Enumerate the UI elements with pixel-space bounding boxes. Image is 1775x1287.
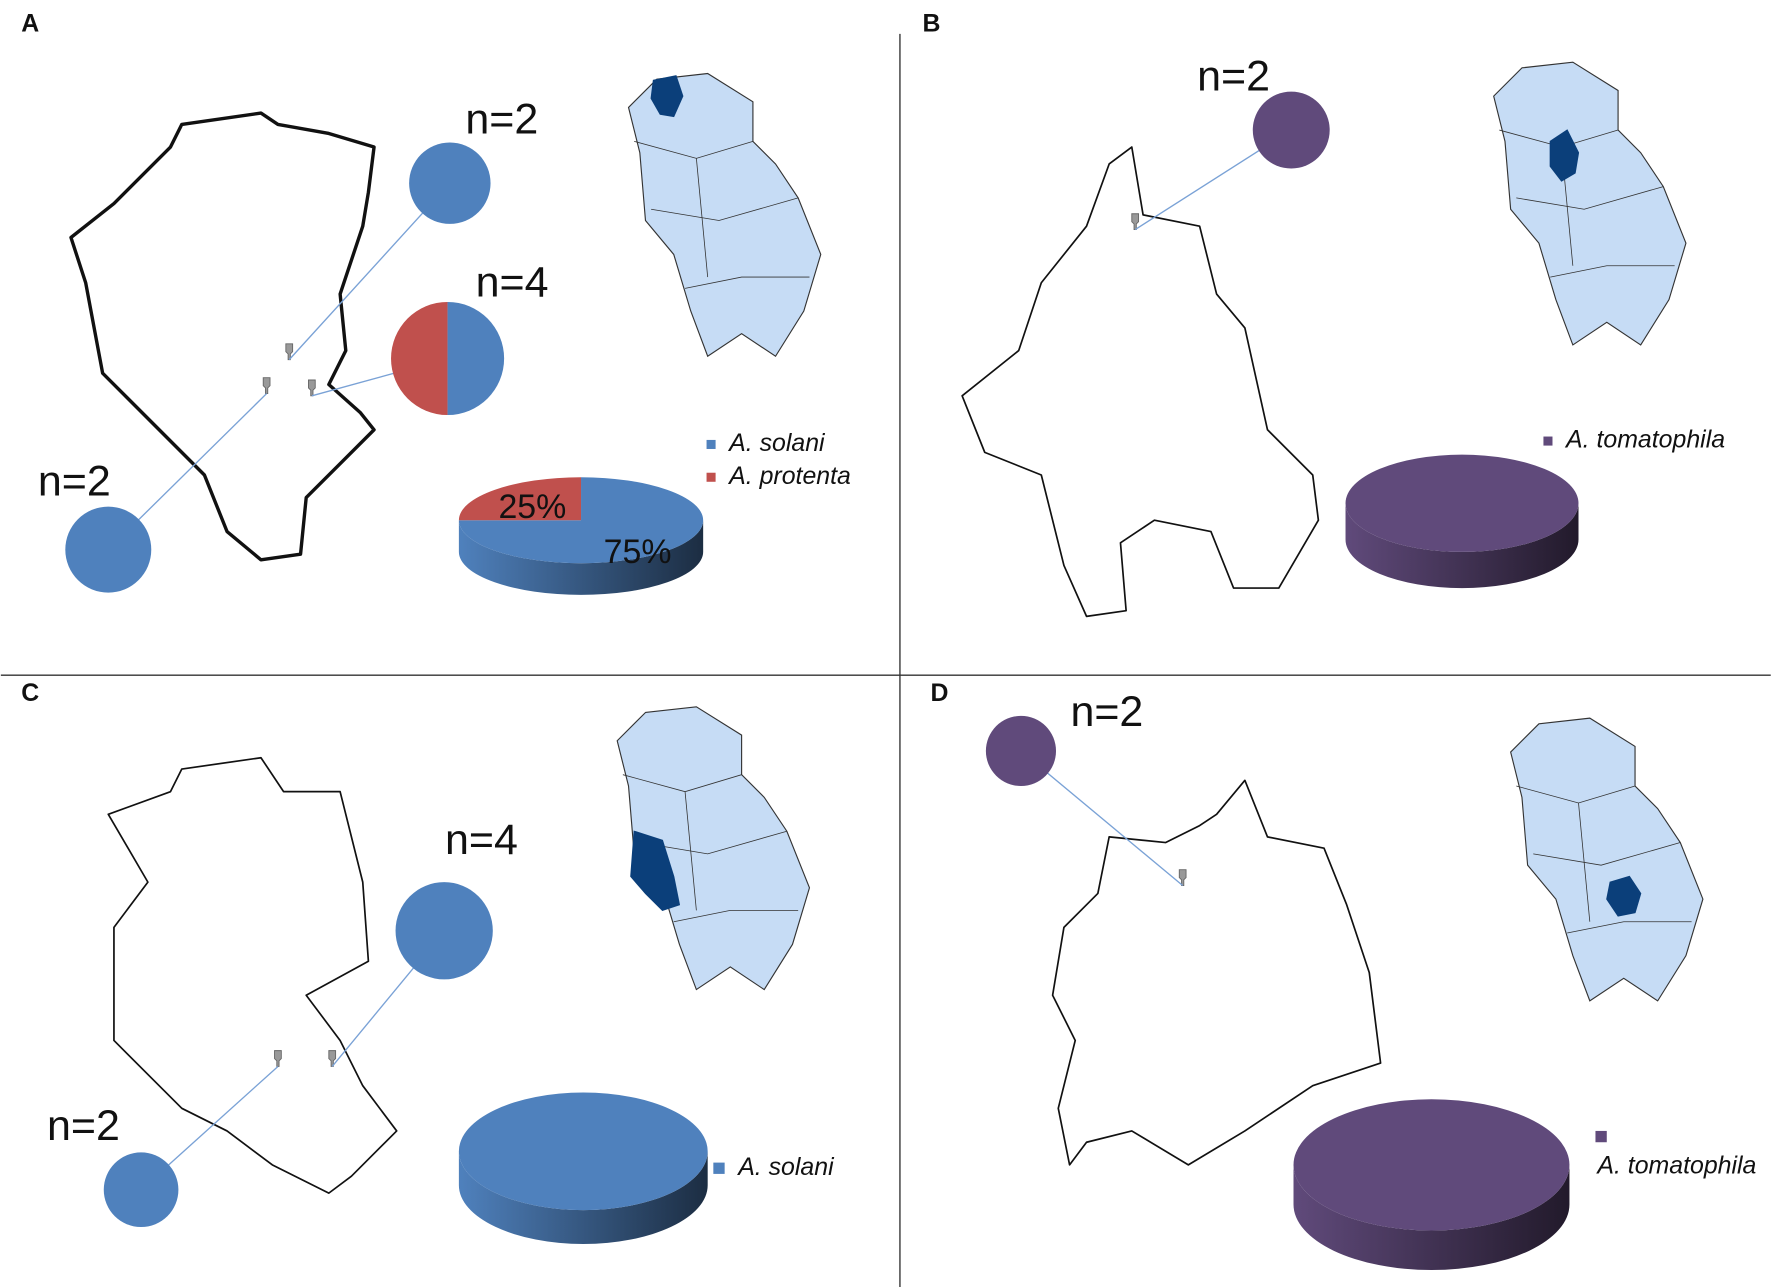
pie-value-label: 25% <box>498 488 566 526</box>
sample-circle <box>65 506 152 593</box>
legend-swatch <box>1543 436 1553 446</box>
panel-label: C <box>21 679 39 707</box>
district-outline <box>69 111 376 562</box>
legend-swatch <box>706 439 716 449</box>
pin <box>262 377 271 395</box>
sample-circle <box>985 715 1057 786</box>
pie-side <box>458 1151 708 1245</box>
sample-circle <box>103 1152 179 1228</box>
pin <box>1178 869 1187 886</box>
legend-label: A. tomatophila <box>1564 426 1725 454</box>
pie-side <box>1345 503 1579 589</box>
panel-label: B <box>923 9 941 37</box>
sample-circle <box>395 882 493 980</box>
sample-count: n=2 <box>38 457 111 505</box>
locator-map <box>1510 717 1704 1002</box>
pin <box>274 1050 282 1067</box>
panel-label: D <box>930 679 948 707</box>
pie-slice <box>1345 454 1579 552</box>
district-outline <box>1051 779 1382 1166</box>
sample-circle <box>409 142 491 224</box>
pie-slice <box>458 1092 708 1211</box>
pie-slice <box>458 477 582 521</box>
locator-map <box>616 706 811 991</box>
district-outline <box>961 146 1320 618</box>
locator-map <box>1493 61 1687 346</box>
legend-label: A. tomatophila <box>1595 1152 1756 1180</box>
legend-label: A. protenta <box>727 462 851 490</box>
legend-swatch <box>1595 1130 1607 1143</box>
sample-count: n=4 <box>445 816 518 864</box>
sample-circle-part <box>447 301 505 416</box>
district-outline <box>107 756 398 1194</box>
panel-label: A <box>21 9 39 37</box>
sample-count: n=4 <box>476 258 549 306</box>
sample-count: n=2 <box>1197 53 1270 101</box>
pie-slice <box>1293 1099 1570 1231</box>
sample-count: n=2 <box>47 1102 120 1150</box>
legend-label: A. solani <box>727 429 826 457</box>
legend-swatch <box>713 1162 725 1174</box>
locator-map <box>627 72 822 358</box>
sample-circle <box>1252 91 1330 169</box>
pin <box>328 1050 337 1067</box>
link-line <box>1020 750 1184 887</box>
sample-count: n=2 <box>465 95 538 143</box>
sample-circle-part <box>391 301 448 416</box>
legend-label: A. solani <box>736 1153 835 1181</box>
legend-swatch <box>706 472 716 482</box>
pie-side <box>458 520 704 595</box>
pin <box>285 343 294 361</box>
sample-count: n=2 <box>1070 688 1143 736</box>
pie-value-label: 75% <box>604 533 672 571</box>
pie-side <box>1293 1164 1570 1271</box>
